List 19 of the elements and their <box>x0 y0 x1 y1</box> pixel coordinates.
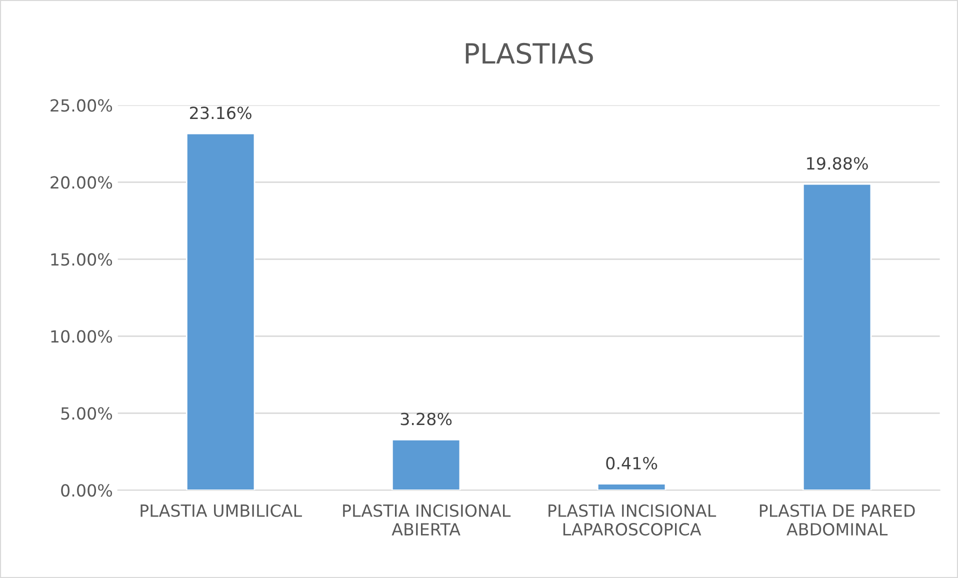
chart-title: PLASTIAS <box>466 42 593 64</box>
bar <box>391 438 461 490</box>
bar <box>186 132 256 490</box>
x-tick-label: PLASTIA UMBILICAL <box>140 504 302 517</box>
data-label: 3.28% <box>400 412 452 426</box>
y-tick-label: 5.00% <box>61 407 112 420</box>
data-label: 0.41% <box>606 456 658 470</box>
y-tick-label: 10.00% <box>51 330 112 343</box>
y-tick-label: 25.00% <box>50 99 112 112</box>
x-tick-label: PLASTIA DE PARED ABDOMINAL <box>760 504 915 536</box>
bar <box>596 483 666 490</box>
y-tick-label: 20.00% <box>50 176 112 189</box>
y-tick-label: 0.00% <box>61 484 112 497</box>
data-label: 19.88% <box>807 157 868 170</box>
y-tick-label: 15.00% <box>51 253 112 266</box>
bar <box>802 183 872 490</box>
x-tick-label: PLASTIA INCISIONAL LAPAROSCOPICA <box>548 504 716 536</box>
x-tick-label: PLASTIA INCISIONAL ABIERTA <box>343 504 511 536</box>
data-label: 23.16% <box>190 106 252 120</box>
